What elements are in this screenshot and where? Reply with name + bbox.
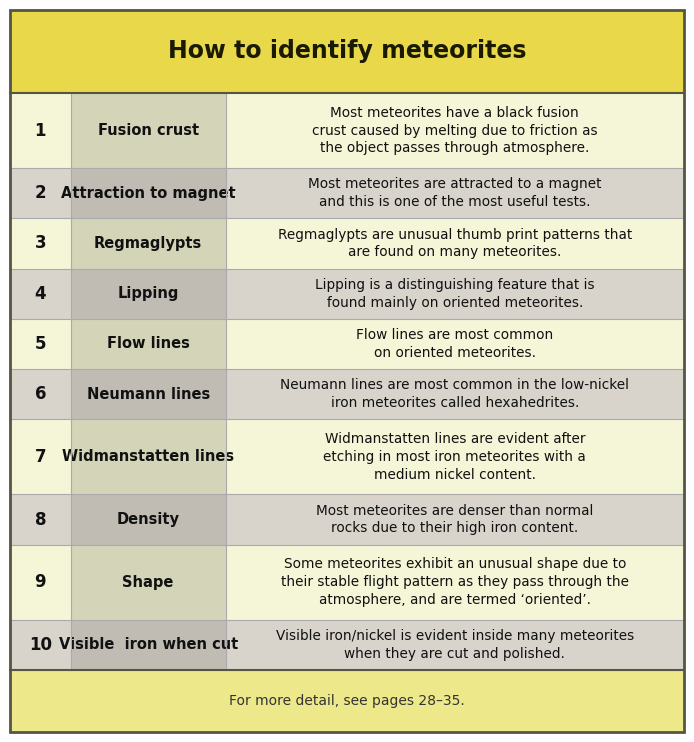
Bar: [71, 620, 226, 670]
Bar: [226, 93, 684, 168]
Text: 3: 3: [35, 234, 46, 252]
Bar: [226, 419, 684, 494]
Bar: [226, 620, 684, 670]
Bar: [226, 545, 684, 620]
Bar: [10, 620, 71, 670]
Text: Lipping: Lipping: [117, 286, 179, 301]
Bar: [10, 269, 71, 319]
Text: Regmaglypts are unusual thumb print patterns that
are found on many meteorites.: Regmaglypts are unusual thumb print patt…: [278, 228, 632, 260]
Bar: [71, 545, 226, 620]
Bar: [71, 369, 226, 419]
Bar: [226, 269, 684, 319]
Bar: [226, 494, 684, 545]
Text: Flow lines: Flow lines: [107, 336, 189, 352]
Text: For more detail, see pages 28–35.: For more detail, see pages 28–35.: [229, 694, 465, 708]
Text: 9: 9: [35, 574, 46, 591]
Bar: [226, 319, 684, 369]
Bar: [10, 168, 71, 218]
Text: Most meteorites have a black fusion
crust caused by melting due to friction as
t: Most meteorites have a black fusion crus…: [312, 105, 598, 155]
Bar: [71, 419, 226, 494]
Bar: [10, 93, 71, 168]
Bar: [10, 670, 684, 732]
Text: 8: 8: [35, 510, 46, 528]
Bar: [10, 319, 71, 369]
Bar: [10, 545, 71, 620]
Text: Neumann lines: Neumann lines: [87, 387, 210, 401]
Text: 1: 1: [35, 122, 46, 139]
Text: Visible iron/nickel is evident inside many meteorites
when they are cut and poli: Visible iron/nickel is evident inside ma…: [276, 629, 634, 661]
Text: 4: 4: [35, 285, 46, 303]
Text: Some meteorites exhibit an unusual shape due to
their stable flight pattern as t: Some meteorites exhibit an unusual shape…: [281, 557, 629, 607]
Text: 5: 5: [35, 335, 46, 353]
Text: Neumann lines are most common in the low-nickel
iron meteorites called hexahedri: Neumann lines are most common in the low…: [280, 378, 629, 410]
Bar: [226, 369, 684, 419]
Text: Most meteorites are denser than normal
rocks due to their high iron content.: Most meteorites are denser than normal r…: [316, 504, 593, 536]
Bar: [71, 93, 226, 168]
Text: Shape: Shape: [122, 575, 174, 590]
Bar: [71, 494, 226, 545]
Text: 2: 2: [35, 184, 46, 203]
Text: Visible  iron when cut: Visible iron when cut: [58, 637, 238, 652]
Bar: [226, 168, 684, 218]
Bar: [10, 10, 684, 93]
Text: Widmanstatten lines: Widmanstatten lines: [62, 449, 235, 464]
Text: 7: 7: [35, 447, 46, 466]
Bar: [71, 269, 226, 319]
Bar: [71, 319, 226, 369]
Bar: [226, 218, 684, 269]
Text: Fusion crust: Fusion crust: [98, 123, 198, 138]
Text: Most meteorites are attracted to a magnet
and this is one of the most useful tes: Most meteorites are attracted to a magne…: [308, 177, 602, 209]
Text: How to identify meteorites: How to identify meteorites: [168, 39, 526, 64]
Text: 10: 10: [29, 636, 52, 654]
Bar: [10, 494, 71, 545]
Bar: [10, 218, 71, 269]
Bar: [10, 369, 71, 419]
Text: Widmanstatten lines are evident after
etching in most iron meteorites with a
med: Widmanstatten lines are evident after et…: [323, 432, 586, 482]
Bar: [10, 419, 71, 494]
Text: Density: Density: [117, 512, 180, 527]
Text: Attraction to magnet: Attraction to magnet: [61, 186, 235, 201]
Bar: [71, 218, 226, 269]
Bar: [71, 168, 226, 218]
Text: Flow lines are most common
on oriented meteorites.: Flow lines are most common on oriented m…: [356, 328, 554, 360]
Text: Lipping is a distinguishing feature that is
found mainly on oriented meteorites.: Lipping is a distinguishing feature that…: [315, 278, 595, 309]
Text: 6: 6: [35, 385, 46, 403]
Text: Regmaglypts: Regmaglypts: [94, 236, 202, 251]
